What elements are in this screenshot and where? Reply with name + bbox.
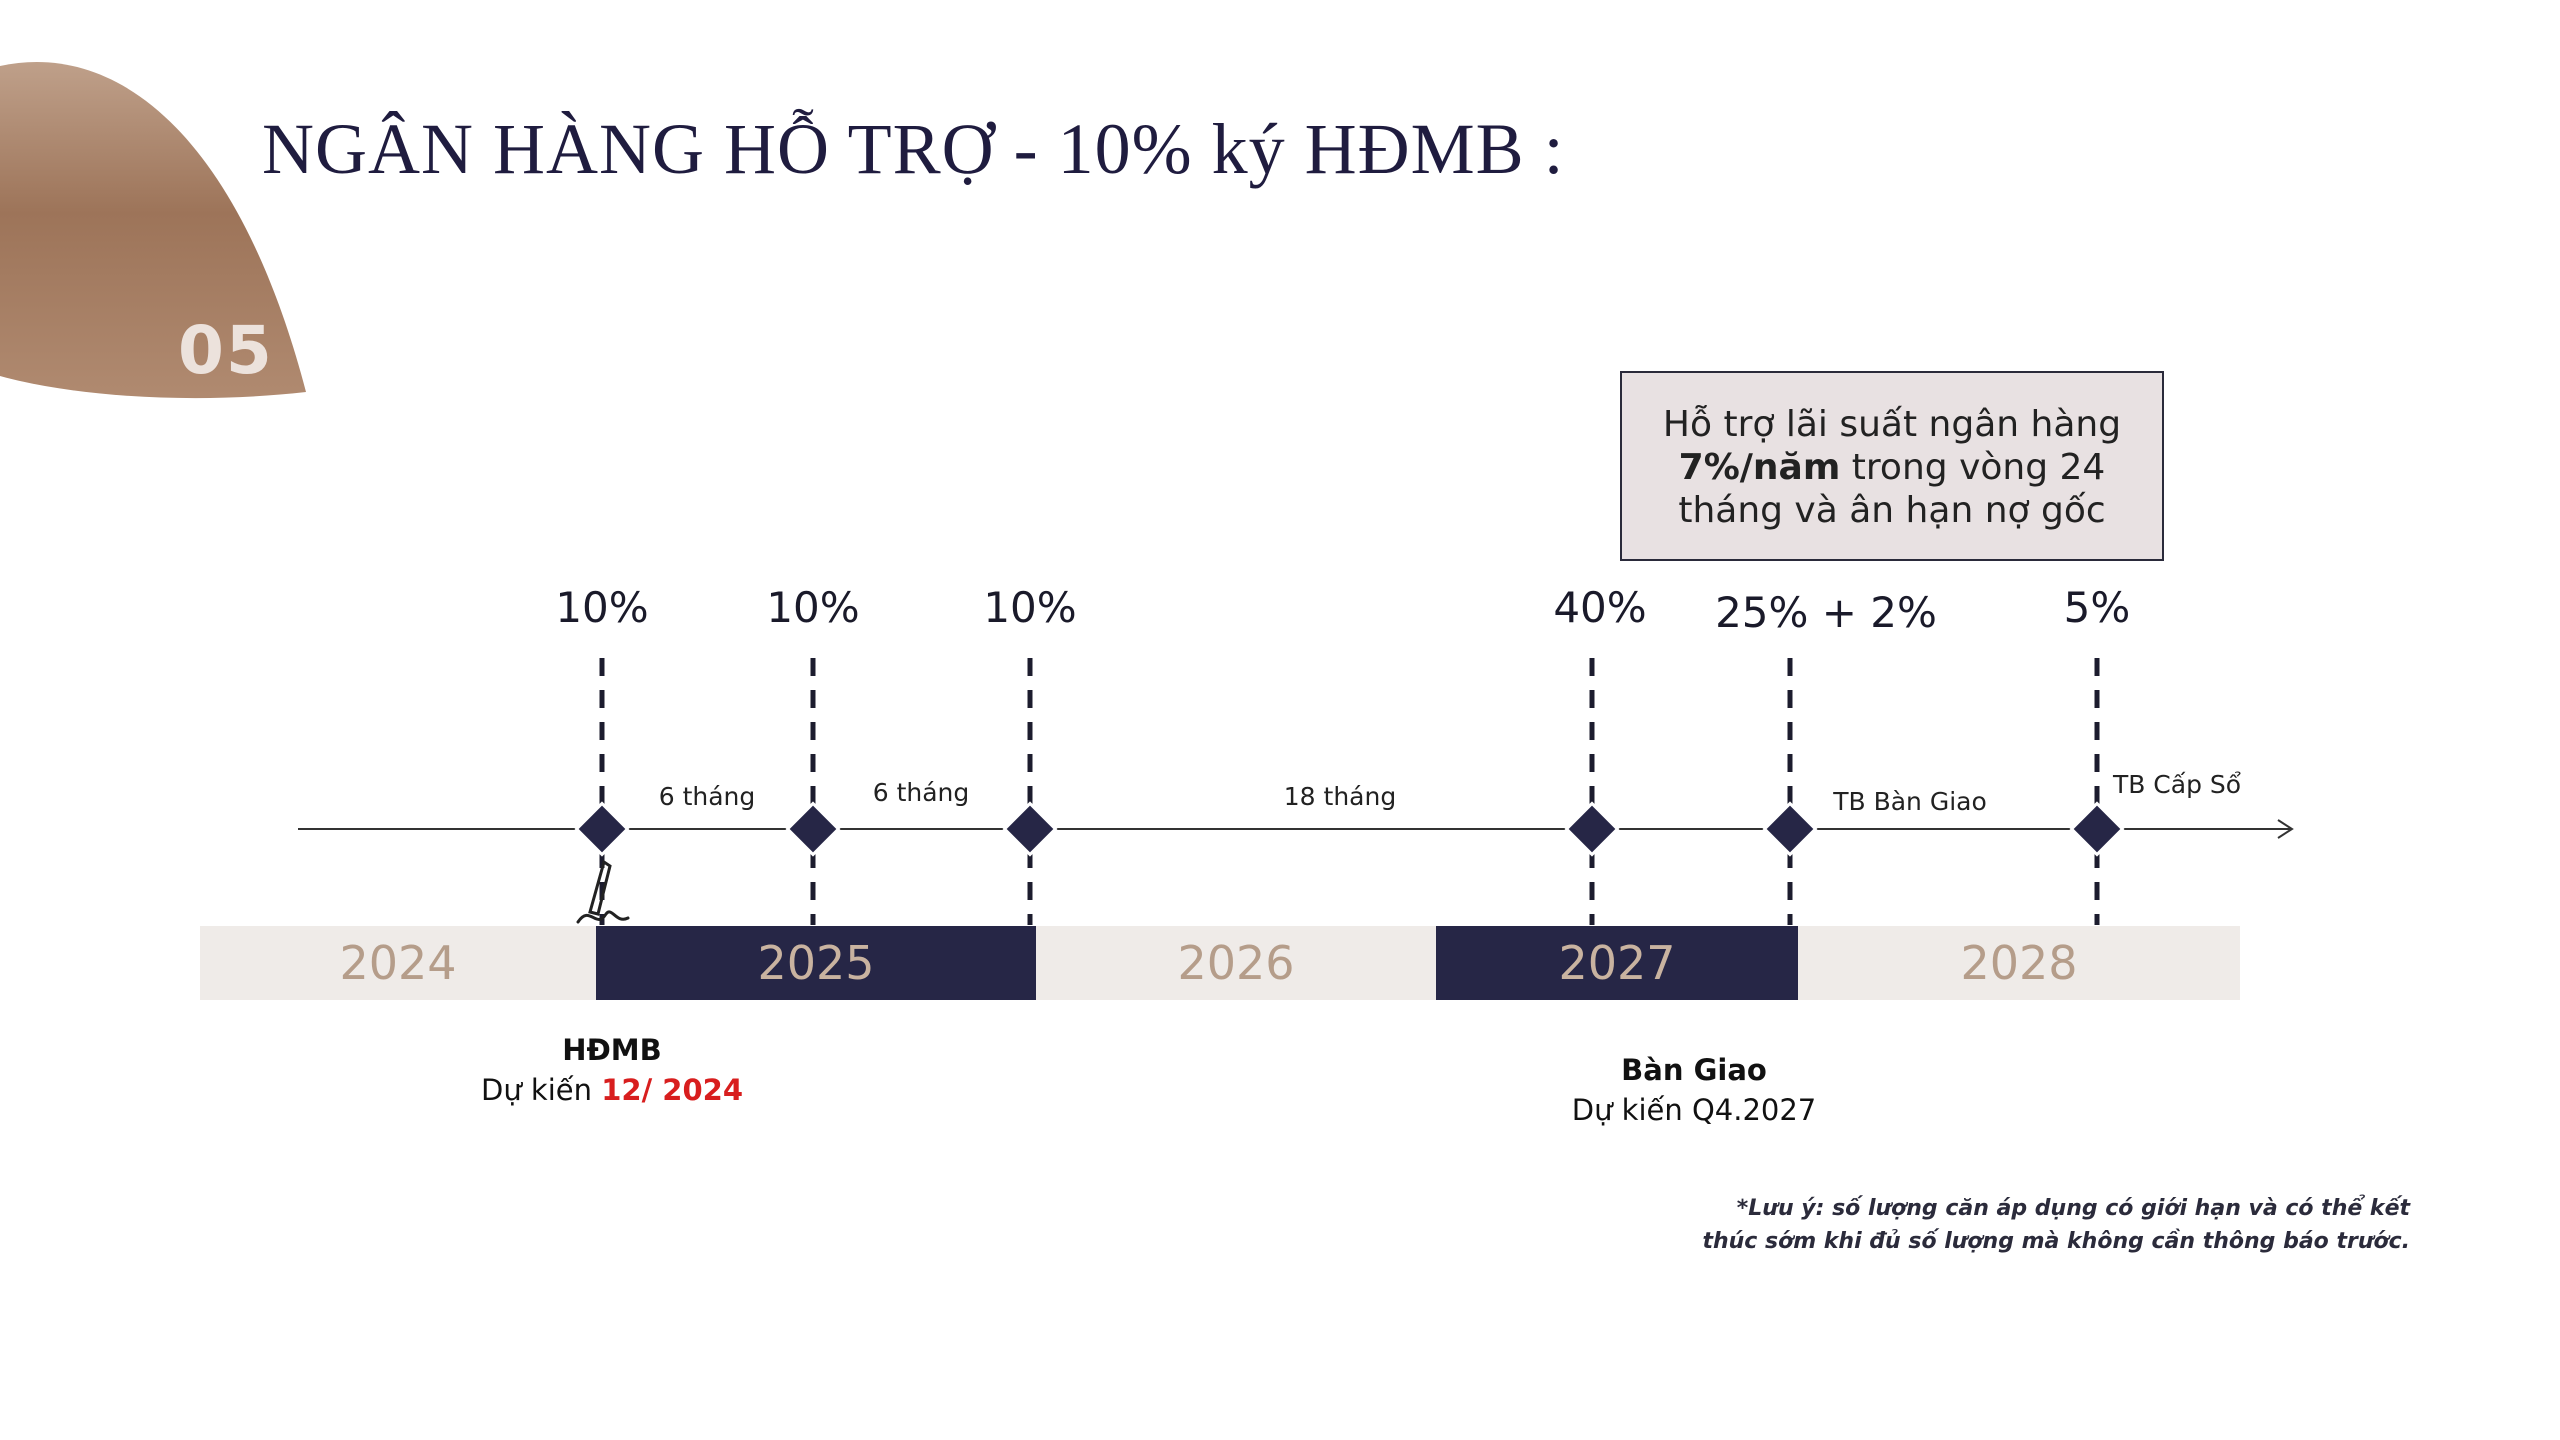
interest-support-callout: Hỗ trợ lãi suất ngân hàng 7%/năm trong v… bbox=[1620, 371, 2164, 561]
payment-pct-5: 25% + 2% bbox=[1715, 588, 1937, 637]
interval-label-2: 6 tháng bbox=[872, 778, 970, 807]
callout-line-2: 7%/năm trong vòng 24 bbox=[1622, 446, 2162, 489]
year-2024: 2024 bbox=[200, 926, 596, 1000]
signature-pen-icon bbox=[576, 859, 630, 924]
milestone-hdmb-expected: Dự kiến 12/ 2024 bbox=[481, 1070, 743, 1110]
interval-label-3: 18 tháng bbox=[1283, 782, 1397, 811]
year-2027: 2027 bbox=[1436, 926, 1798, 1000]
interval-label-4: TB Bàn Giao bbox=[1833, 787, 1987, 816]
milestone-hdmb: HĐMB Dự kiến 12/ 2024 bbox=[481, 1030, 743, 1110]
timeline-arrowhead bbox=[2277, 819, 2294, 839]
year-2025: 2025 bbox=[596, 926, 1036, 1000]
diamond-5 bbox=[1762, 801, 1818, 857]
interval-label-5: TB Cấp Sổ bbox=[2112, 770, 2242, 799]
disclaimer-note: *Lưu ý: số lượng căn áp dụng có giới hạn… bbox=[1650, 1192, 2410, 1258]
diamond-2 bbox=[785, 801, 841, 857]
diamond-1 bbox=[574, 801, 630, 857]
milestone-handover: Bàn Giao Dự kiến Q4.2027 bbox=[1572, 1050, 1817, 1130]
milestone-handover-expected: Dự kiến Q4.2027 bbox=[1571, 1093, 1817, 1127]
payment-pct-4: 40% bbox=[1553, 583, 1647, 632]
callout-line-3: tháng và ân hạn nợ gốc bbox=[1678, 490, 2106, 531]
note-line-2: thúc sớm khi đủ số lượng mà không cần th… bbox=[1702, 1229, 2410, 1254]
callout-line-2-rest: trong vòng 24 bbox=[1840, 447, 2106, 488]
milestone-hdmb-date: 12/ 2024 bbox=[601, 1073, 743, 1107]
diamond-3 bbox=[1002, 801, 1058, 857]
milestone-hdmb-name: HĐMB bbox=[562, 1033, 662, 1067]
callout-line-1: Hỗ trợ lãi suất ngân hàng bbox=[1662, 404, 2122, 445]
milestone-diamonds bbox=[574, 801, 2125, 857]
section-number: 05 bbox=[178, 312, 274, 389]
payment-pct-6: 5% bbox=[2063, 583, 2131, 632]
page-title: NGÂN HÀNG HỖ TRỢ - 10% ký HĐMB : bbox=[262, 109, 1565, 189]
callout-rate: 7%/năm bbox=[1678, 447, 1841, 488]
decorative-leaf-shape bbox=[0, 62, 306, 399]
diamond-6 bbox=[2069, 801, 2125, 857]
note-line-1: *Lưu ý: số lượng căn áp dụng có giới hạn… bbox=[1736, 1196, 2410, 1221]
payment-pct-1: 10% bbox=[555, 583, 649, 632]
payment-pct-3: 10% bbox=[983, 583, 1077, 632]
dashed-guides bbox=[599, 658, 2100, 925]
payment-pct-2: 10% bbox=[766, 583, 860, 632]
interval-label-1: 6 tháng bbox=[658, 782, 756, 811]
year-2026: 2026 bbox=[1036, 926, 1436, 1000]
milestone-handover-name: Bàn Giao bbox=[1621, 1053, 1767, 1087]
year-2028: 2028 bbox=[1798, 926, 2240, 1000]
diamond-4 bbox=[1564, 801, 1620, 857]
milestone-hdmb-prefix: Dự kiến bbox=[481, 1073, 602, 1107]
